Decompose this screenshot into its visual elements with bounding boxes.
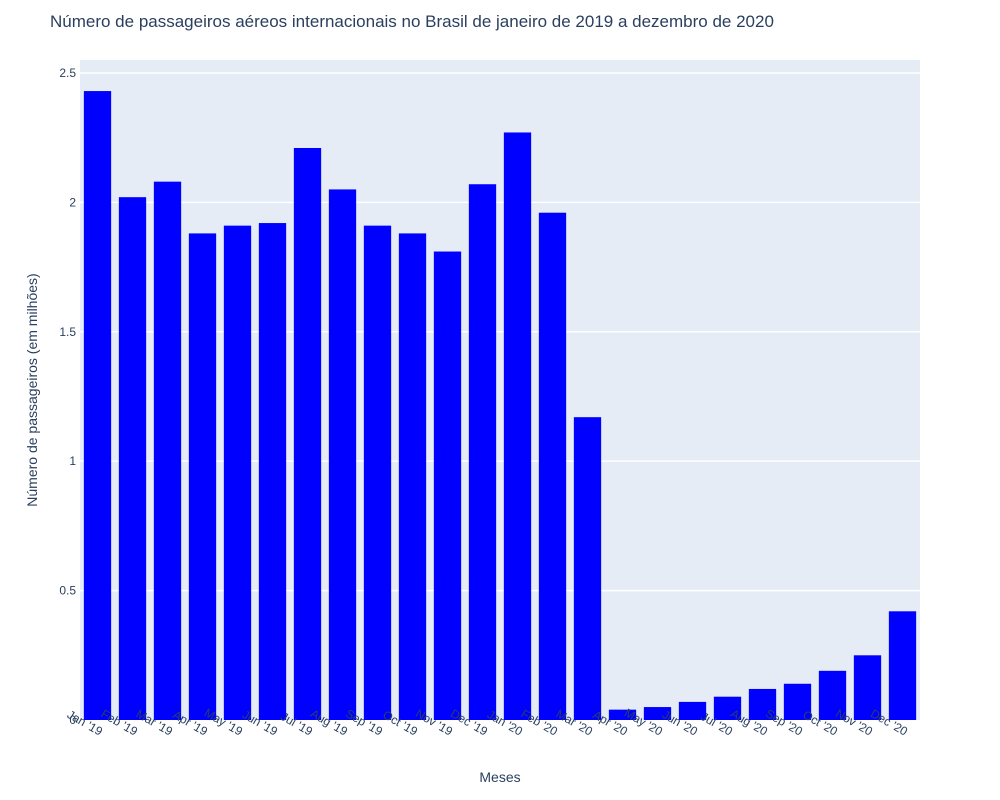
bar[interactable] bbox=[258, 223, 287, 720]
plot-area bbox=[80, 60, 920, 720]
grid-lines bbox=[80, 72, 920, 592]
y-tick-label: 0 bbox=[69, 713, 76, 727]
bar[interactable] bbox=[328, 189, 357, 721]
bar[interactable] bbox=[118, 197, 147, 721]
bar[interactable] bbox=[783, 683, 812, 720]
y-tick-labels: 0 0.5 1 1.5 2 2.5 bbox=[59, 66, 76, 727]
bar[interactable] bbox=[818, 670, 847, 720]
y-tick-label: 2.5 bbox=[59, 66, 76, 80]
bar[interactable] bbox=[853, 655, 882, 720]
bar[interactable] bbox=[713, 696, 742, 720]
y-tick-label: 1 bbox=[69, 454, 76, 468]
bar[interactable] bbox=[153, 181, 182, 720]
bar[interactable] bbox=[608, 709, 637, 720]
bar[interactable] bbox=[293, 148, 322, 720]
bar[interactable] bbox=[188, 233, 217, 721]
bar[interactable] bbox=[678, 701, 707, 720]
bar[interactable] bbox=[223, 225, 252, 720]
y-axis-title: Número de passageiros (em milhões) bbox=[24, 273, 40, 506]
y-tick-label: 2 bbox=[69, 195, 76, 209]
bar[interactable] bbox=[748, 688, 777, 720]
bar[interactable] bbox=[503, 132, 532, 720]
bar[interactable] bbox=[888, 611, 917, 720]
x-axis-title: Meses bbox=[479, 769, 520, 785]
bar[interactable] bbox=[538, 212, 567, 721]
bar[interactable] bbox=[643, 707, 672, 720]
bar[interactable] bbox=[573, 417, 602, 720]
chart-title: Número de passageiros aéreos internacion… bbox=[50, 12, 774, 31]
bar[interactable] bbox=[363, 225, 392, 720]
y-tick-label: 0.5 bbox=[59, 584, 76, 598]
bar[interactable] bbox=[433, 251, 462, 720]
y-tick-label: 1.5 bbox=[59, 325, 76, 339]
bars bbox=[83, 91, 917, 721]
bar[interactable] bbox=[468, 184, 497, 720]
bar[interactable] bbox=[398, 233, 427, 721]
bar[interactable] bbox=[83, 91, 112, 720]
